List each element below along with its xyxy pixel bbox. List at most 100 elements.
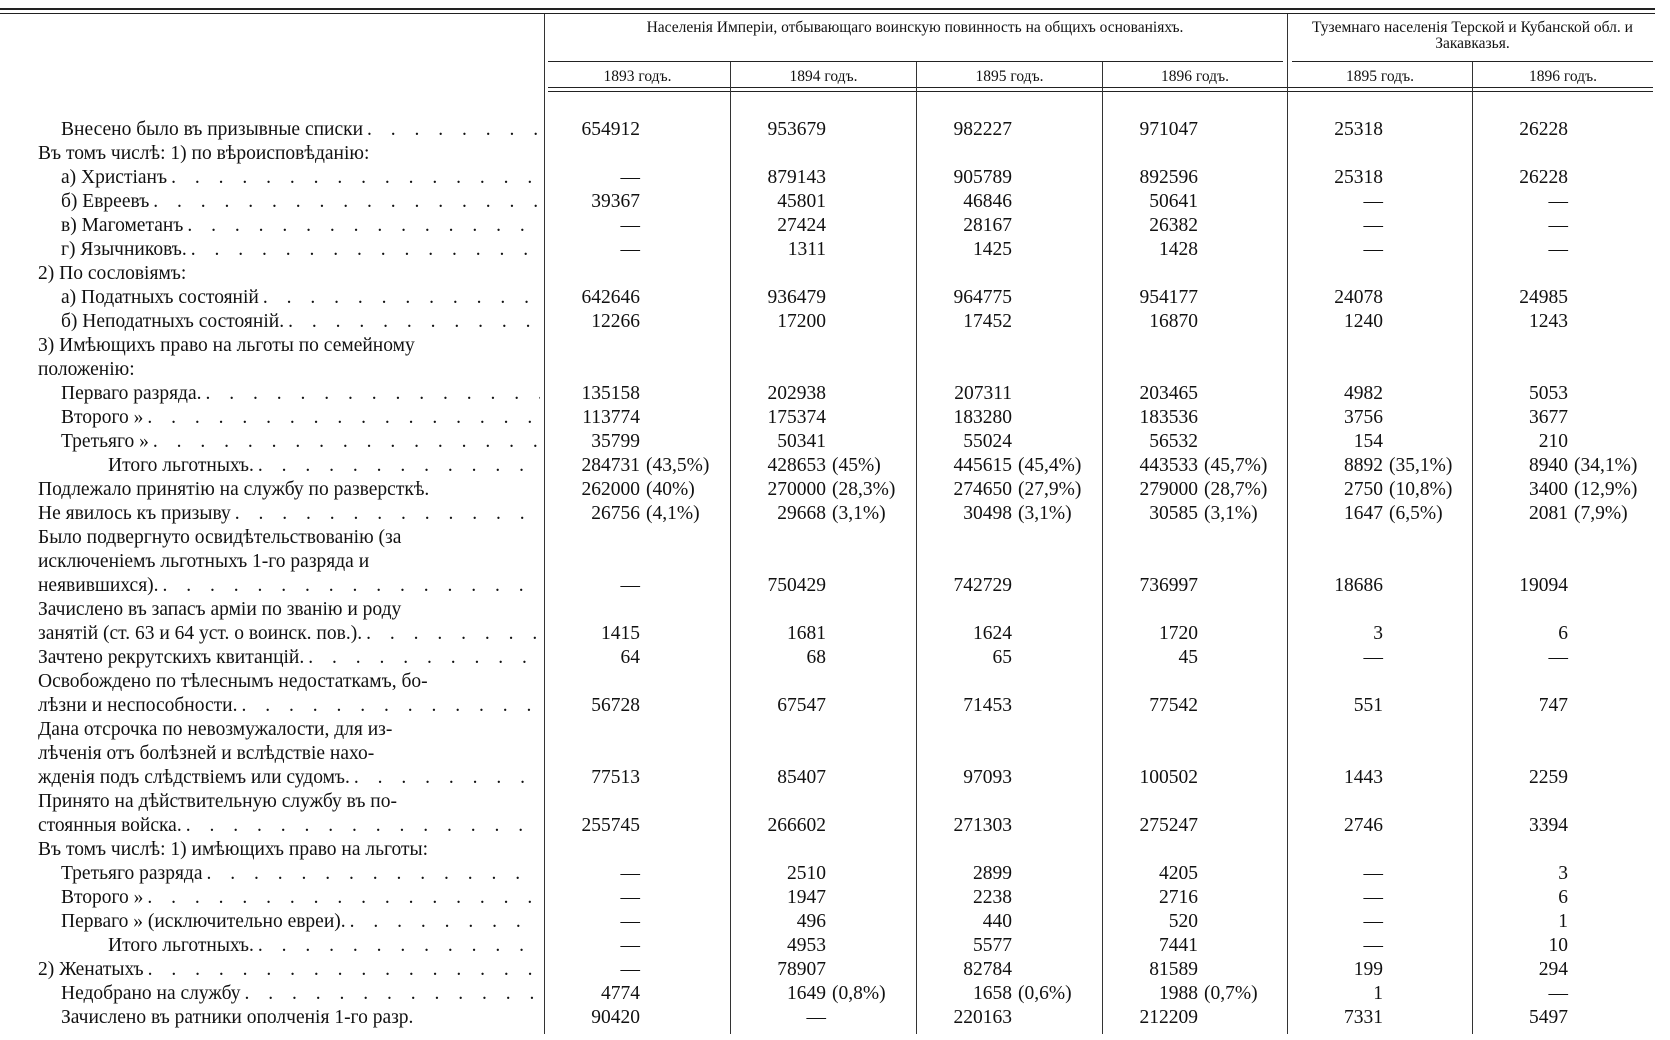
value-number: 85407 xyxy=(777,767,826,788)
value-cell: 3677 xyxy=(1476,406,1568,430)
value-number: 45 xyxy=(1178,647,1199,668)
value-number: 1647 xyxy=(1344,503,1383,524)
value-number: — xyxy=(1363,239,1384,260)
value-number: 271303 xyxy=(953,815,1013,836)
value-cell: 5577 xyxy=(920,934,1012,958)
value-cell: 1658 (0,6%) xyxy=(920,982,1072,1006)
value-cell: 750429 xyxy=(734,574,827,598)
value-number: 654912 xyxy=(581,119,641,140)
dot-leader xyxy=(241,982,540,1006)
row-label: Зачислено въ запасъ арміи по званію и ро… xyxy=(38,599,402,620)
value-number: 7441 xyxy=(1159,935,1198,956)
row-label: лѣченія отъ болѣзней и вслѣдствіе нахо- xyxy=(38,743,375,764)
value-number: 30585 xyxy=(1149,503,1198,524)
value-number: 154 xyxy=(1353,431,1383,452)
value-number: 936479 xyxy=(767,287,827,308)
value-cell: — xyxy=(548,958,641,982)
value-cell: 2899 xyxy=(920,862,1012,886)
value-cell: 8940 (34,1%) xyxy=(1476,454,1637,478)
row-label: Было подвергнуто освидѣтельствованію (за xyxy=(38,527,402,548)
value-cell: 3 xyxy=(1476,862,1568,886)
value-cell: 183280 xyxy=(920,406,1013,430)
dot-leader xyxy=(182,814,540,838)
value-number: 12266 xyxy=(591,311,640,332)
value-number: 255745 xyxy=(581,815,641,836)
value-number: — xyxy=(1548,239,1569,260)
value-cell: 35799 xyxy=(548,430,640,454)
row-label: Итого льготныхъ. xyxy=(108,455,254,476)
table-row: б) Неподатныхъ состояній. 12266 17200 17452… xyxy=(0,310,1670,334)
value-cell: — xyxy=(1476,190,1569,214)
table-row: Зачтено рекрутскихъ квитанцій. 64 68 65 45 — — xyxy=(0,646,1670,670)
value-percent: (28,3%) xyxy=(832,479,896,500)
value-number: 1428 xyxy=(1159,239,1198,260)
dot-leader xyxy=(231,502,540,526)
value-cell: 1240 xyxy=(1291,310,1383,334)
value-number: 64 xyxy=(620,647,641,668)
value-number: — xyxy=(1363,215,1384,236)
value-cell: 2750 (10,8%) xyxy=(1291,478,1452,502)
value-cell: — xyxy=(1291,238,1384,262)
value-cell: 5497 xyxy=(1476,1006,1568,1030)
value-number: 82784 xyxy=(963,959,1012,980)
value-cell: 55024 xyxy=(920,430,1012,454)
value-number: 2716 xyxy=(1159,887,1198,908)
value-number: 284731 xyxy=(581,455,641,476)
value-cell: 26228 xyxy=(1476,166,1568,190)
value-cell: 12266 xyxy=(548,310,640,334)
value-number: 1681 xyxy=(787,623,826,644)
value-number: 445615 xyxy=(953,455,1013,476)
value-number: 982227 xyxy=(953,119,1013,140)
row-label: г) Язычниковъ. xyxy=(61,239,187,260)
value-cell: 220163 xyxy=(920,1006,1013,1030)
table-row: Зачислено въ ратники ополченія 1-го разр… xyxy=(0,1006,1670,1030)
value-cell: — xyxy=(1476,238,1569,262)
value-cell: 45801 xyxy=(734,190,826,214)
table-row: г) Язычниковъ. — 1311 1425 1428 — — xyxy=(0,238,1670,262)
value-cell: 294 xyxy=(1476,958,1568,982)
value-cell: 135158 xyxy=(548,382,641,406)
value-cell: 50641 xyxy=(1106,190,1198,214)
group-header-rule-empire xyxy=(548,61,1283,62)
dot-leader xyxy=(167,166,540,190)
value-cell: 255745 xyxy=(548,814,641,838)
value-cell: 26382 xyxy=(1106,214,1198,238)
row-label: Въ томъ числѣ: 1) по вѣроисповѣданію: xyxy=(38,143,370,164)
value-number: 2238 xyxy=(973,887,1012,908)
dot-leader xyxy=(149,430,540,454)
value-cell: 199 xyxy=(1291,958,1383,982)
column-divider xyxy=(916,62,917,1034)
column-divider xyxy=(1102,62,1103,1034)
value-number: 551 xyxy=(1353,695,1383,716)
table-row: Второго » — 1947 2238 2716 — 6 xyxy=(0,886,1670,910)
value-percent: (0,7%) xyxy=(1204,983,1258,1004)
table-row: Перваго » (исключительно евреи). — 496 440 5… xyxy=(0,910,1670,934)
table-row: Внесено было въ призывные списки 654912 95… xyxy=(0,118,1670,142)
value-cell: 953679 xyxy=(734,118,827,142)
value-number: 212209 xyxy=(1139,1007,1199,1028)
value-percent: (45%) xyxy=(832,455,881,476)
value-cell: — xyxy=(1476,982,1569,1006)
row-label: жденія подъ слѣдствіемъ или судомъ. xyxy=(38,767,350,788)
value-number: 65 xyxy=(992,647,1013,668)
value-cell: 1988 (0,7%) xyxy=(1106,982,1258,1006)
value-cell: 2259 xyxy=(1476,766,1568,790)
value-number: 879143 xyxy=(767,167,827,188)
value-cell: — xyxy=(548,934,641,958)
value-number: 294 xyxy=(1538,959,1568,980)
table-row: Недобрано на службу 4774 1649 (0,8%) 1658 (0,… xyxy=(0,982,1670,1006)
value-cell: — xyxy=(548,862,641,886)
dot-leader xyxy=(202,382,540,406)
row-label: Внесено было въ призывные списки xyxy=(61,119,364,140)
value-percent: (43,5%) xyxy=(646,455,710,476)
value-cell: — xyxy=(548,214,641,238)
table-row: Не явилось къ призыву 26756 (4,1%) 29668 (3,… xyxy=(0,502,1670,526)
dot-leader xyxy=(363,118,540,142)
value-number: 183536 xyxy=(1139,407,1199,428)
dot-leader xyxy=(362,622,540,646)
value-number: 207311 xyxy=(954,383,1012,404)
value-number: 56532 xyxy=(1149,431,1198,452)
value-cell: 440 xyxy=(920,910,1012,934)
group-header-native: Туземнаго населенія Терской и Кубанской … xyxy=(1312,19,1633,52)
value-number: 77513 xyxy=(591,767,640,788)
